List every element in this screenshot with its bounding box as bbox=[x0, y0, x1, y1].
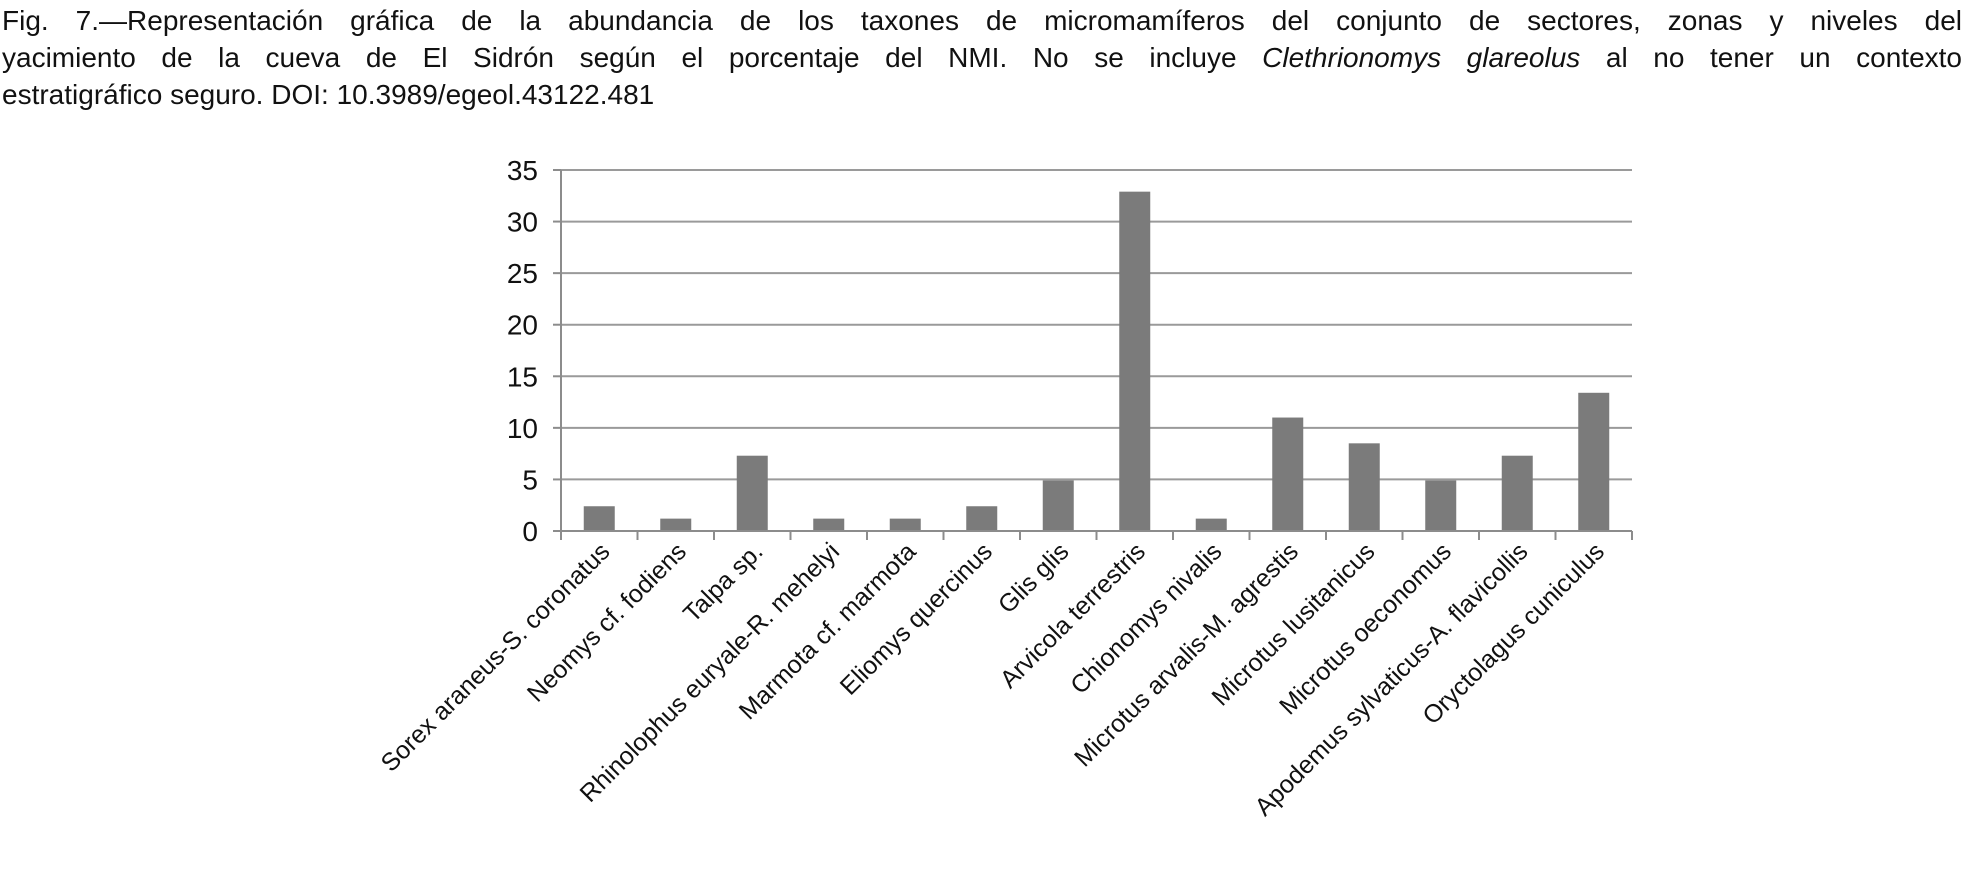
y-tick-label: 30 bbox=[507, 207, 538, 238]
caption-line-1: Fig. 7.—Representación gráfica de la abu… bbox=[2, 5, 1962, 36]
caption-line-3: estratigráfico seguro. DOI: 10.3989/egeo… bbox=[2, 79, 655, 110]
caption-line-2-end: al no tener un contexto bbox=[1580, 42, 1962, 73]
bar bbox=[583, 506, 615, 531]
x-tick-label: Arvicola terrestris bbox=[995, 537, 1151, 693]
y-tick-label: 25 bbox=[507, 258, 538, 289]
caption-line-2: yacimiento de la cueva de El Sidrón segú… bbox=[2, 39, 1962, 76]
bar bbox=[1348, 443, 1380, 531]
bar bbox=[1578, 392, 1610, 531]
bar bbox=[1425, 480, 1457, 531]
bar bbox=[736, 455, 768, 531]
x-tick-label: Apodemus sylvaticus-A. flavicollis bbox=[1249, 537, 1533, 821]
caption-line-2-start: yacimiento de la cueva de El Sidrón segú… bbox=[2, 42, 1263, 73]
y-tick-label: 0 bbox=[522, 516, 538, 547]
y-tick-label: 20 bbox=[507, 310, 538, 341]
x-axis bbox=[553, 169, 1633, 540]
figure-caption: Fig. 7.—Representación gráfica de la abu… bbox=[2, 2, 1962, 113]
bar bbox=[1042, 480, 1074, 531]
y-tick-labels: 0 5 10 15 20 25 30 35 bbox=[507, 155, 538, 547]
bar bbox=[889, 518, 921, 531]
bar bbox=[1195, 518, 1227, 531]
bars bbox=[583, 191, 1610, 531]
bar bbox=[1501, 455, 1533, 531]
y-tick-label: 10 bbox=[507, 413, 538, 444]
y-tick-label: 35 bbox=[507, 155, 538, 186]
gridlines bbox=[561, 169, 1632, 481]
bar bbox=[660, 518, 692, 531]
bar bbox=[1119, 191, 1151, 531]
bar bbox=[1272, 417, 1304, 531]
bar bbox=[966, 506, 998, 531]
bar bbox=[813, 518, 845, 531]
y-tick-label: 5 bbox=[522, 464, 538, 495]
caption-species-italic: Clethrionomys glareolus bbox=[1262, 42, 1581, 73]
y-tick-label: 15 bbox=[507, 361, 538, 392]
